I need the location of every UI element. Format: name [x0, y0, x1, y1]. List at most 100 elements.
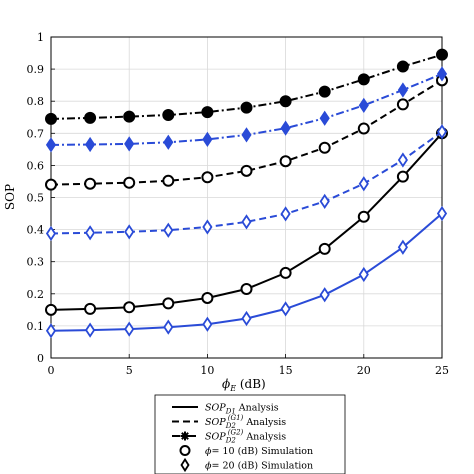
- series-6: [45, 66, 448, 153]
- data-point: [179, 445, 191, 456]
- data-point: [45, 137, 57, 153]
- data-point: [45, 225, 57, 242]
- legend-label: SOPD2(G2) Analysis: [205, 429, 286, 445]
- legend-item: SOPD2(G2) Analysis: [172, 429, 286, 445]
- data-point: [357, 210, 370, 223]
- data-point: [318, 141, 331, 154]
- x-tick-label: 5: [126, 364, 133, 377]
- data-point: [45, 323, 57, 339]
- data-point: [84, 177, 97, 190]
- x-axis-label: ϕE (dB): [222, 377, 266, 393]
- y-tick-label: 0.8: [27, 95, 45, 108]
- legend-item: ϕ= 10 (dB) Simulation: [179, 445, 313, 457]
- y-tick-label: 0.1: [27, 320, 45, 333]
- series-group: [45, 48, 448, 339]
- data-point: [180, 457, 190, 473]
- legend-label: SOPD1 Analysis: [205, 403, 279, 416]
- data-point: [319, 287, 330, 303]
- data-point: [123, 176, 136, 189]
- data-point: [162, 109, 175, 122]
- series-1: [45, 127, 448, 316]
- data-point: [319, 193, 330, 209]
- data-point: [85, 322, 96, 338]
- data-point: [357, 73, 370, 86]
- data-point: [279, 95, 292, 108]
- y-tick-label: 0: [37, 352, 44, 365]
- y-tick-label: 1: [37, 31, 44, 44]
- data-point: [397, 239, 408, 255]
- data-point: [163, 222, 174, 238]
- asterisk-marker: [180, 431, 190, 441]
- data-point: [240, 164, 253, 177]
- data-point: [124, 224, 135, 240]
- legend-item: SOPD2(G1) Analysis: [172, 414, 286, 430]
- y-tick-label: 0.9: [27, 63, 45, 76]
- svg-text:ϕE (dB): ϕE (dB): [222, 377, 266, 393]
- data-point: [201, 291, 214, 304]
- data-point: [397, 82, 408, 98]
- data-point: [84, 111, 97, 124]
- data-point: [162, 174, 175, 187]
- data-point: [163, 134, 174, 150]
- data-point: [397, 152, 408, 168]
- data-point: [396, 98, 409, 111]
- y-tick-label: 0.4: [27, 224, 45, 237]
- series-5: [45, 48, 448, 125]
- data-point: [45, 178, 57, 191]
- data-point: [202, 316, 213, 332]
- data-point: [358, 97, 369, 113]
- y-tick-label: 0.7: [27, 127, 45, 140]
- data-point: [241, 127, 252, 143]
- data-point: [85, 136, 96, 153]
- data-point: [123, 110, 136, 123]
- series-2: [45, 205, 448, 339]
- data-point: [163, 319, 174, 335]
- data-point: [357, 122, 370, 135]
- y-tick-label: 0.6: [27, 159, 45, 172]
- data-point: [123, 301, 136, 314]
- data-point: [124, 136, 135, 152]
- data-point: [201, 106, 214, 119]
- y-tick-label: 0.2: [27, 288, 45, 301]
- series-line: [50, 79, 443, 186]
- data-point: [241, 214, 252, 230]
- data-point: [436, 205, 448, 222]
- legend-label: ϕ= 10 (dB) Simulation: [205, 446, 313, 457]
- legend-label: ϕ= 20 (dB) Simulation: [205, 461, 313, 472]
- data-point: [280, 120, 291, 136]
- data-point: [358, 266, 369, 283]
- series-3: [45, 74, 448, 191]
- data-point: [436, 48, 448, 61]
- data-point: [280, 301, 291, 317]
- data-point: [318, 242, 331, 255]
- x-tick-label: 20: [357, 364, 371, 377]
- data-point: [396, 60, 409, 73]
- data-point: [45, 112, 57, 125]
- data-point: [436, 66, 448, 82]
- y-axis-label: SOP: [3, 184, 17, 210]
- x-tick-label: 10: [200, 364, 214, 377]
- data-point: [202, 131, 213, 148]
- data-point: [318, 85, 331, 98]
- legend-label: SOPD2(G1) Analysis: [205, 414, 286, 430]
- x-tick-label: 15: [279, 364, 293, 377]
- axis-ticks: 0 5 10 15 20 25 0 0.1 0.2 0.3 0.4 0.5 0.6 0.7 0.8 0.9 1: [27, 31, 450, 377]
- data-point: [241, 310, 252, 327]
- x-tick-label: 0: [48, 364, 55, 377]
- y-tick-label: 0.3: [27, 256, 45, 269]
- data-point: [240, 282, 253, 295]
- series-line: [50, 130, 443, 235]
- data-point: [85, 225, 96, 241]
- data-point: [124, 321, 135, 337]
- data-point: [202, 219, 213, 235]
- data-point: [358, 176, 369, 192]
- data-point: [84, 302, 97, 315]
- data-point: [396, 170, 409, 183]
- y-tick-label: 0.5: [27, 192, 45, 205]
- data-point: [319, 110, 330, 126]
- data-point: [280, 206, 291, 222]
- data-point: [240, 101, 253, 114]
- data-point: [162, 297, 175, 310]
